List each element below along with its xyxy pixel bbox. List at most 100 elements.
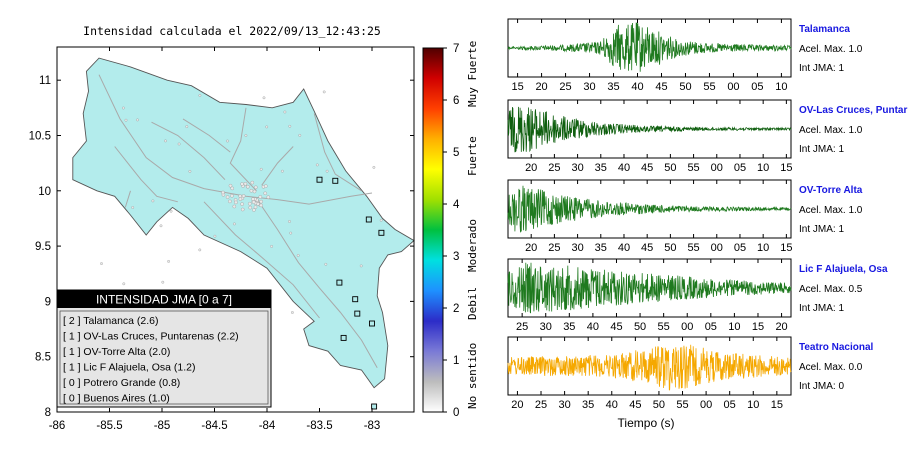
- max-acceleration: Acel. Max. 0.0: [799, 362, 863, 373]
- y-tick-label: 8.5: [35, 352, 51, 364]
- time-tick-label: 30: [571, 162, 583, 174]
- max-acceleration: Acel. Max. 1.0: [799, 205, 863, 216]
- town-marker: [240, 207, 245, 212]
- station-name: Talamanca: [799, 24, 850, 35]
- time-tick-label: 35: [563, 321, 575, 333]
- town-marker: [243, 181, 248, 186]
- town-marker: [324, 262, 328, 266]
- town-marker: [100, 262, 103, 265]
- time-tick-label: 55: [676, 399, 688, 411]
- town-marker: [258, 195, 263, 199]
- town-marker: [266, 195, 271, 199]
- town-marker: [251, 200, 256, 204]
- legend-item: [ 2 ] Talamanca (2.6): [63, 315, 159, 327]
- legend-title: INTENSIDAD JMA [0 a 7]: [96, 293, 232, 307]
- colorbar-label-fuerte: Fuerte: [466, 136, 479, 176]
- time-tick-label: 20: [535, 81, 547, 93]
- time-tick-label: 35: [607, 81, 619, 93]
- time-tick-label: 20: [775, 321, 787, 333]
- town-marker: [259, 203, 263, 208]
- town-marker: [247, 201, 252, 206]
- waveform-panel: 20 25 30 35 40 45 50 55 00 05 10 15 OV-Las Cruces, P…: [507, 99, 907, 174]
- legend-item: [ 0 ] Buenos Aires (1.0): [63, 393, 170, 405]
- road: [151, 121, 226, 181]
- town-marker: [259, 167, 263, 171]
- x-tick-label: -83: [364, 420, 381, 432]
- road: [98, 74, 373, 205]
- town-marker: [265, 125, 269, 129]
- time-tick-label: 25: [548, 162, 560, 174]
- panel-frame: [507, 179, 792, 239]
- town-marker: [228, 183, 233, 188]
- time-tick-label: 50: [653, 399, 665, 411]
- road: [313, 113, 362, 192]
- jma-intensity: Int JMA: 1: [799, 224, 844, 235]
- waveform-trace: [507, 22, 792, 72]
- town-marker: [240, 202, 244, 206]
- colorbar-gradient: [422, 47, 444, 413]
- time-tick-label: 10: [728, 321, 740, 333]
- time-tick-label: 30: [583, 81, 595, 93]
- town-marker: [250, 180, 255, 185]
- panel-frame: [507, 336, 792, 396]
- time-tick-label: 00: [700, 399, 712, 411]
- road: [114, 146, 178, 203]
- town-marker: [259, 199, 263, 204]
- time-tick-label: 10: [757, 242, 769, 254]
- time-tick-label: 55: [703, 81, 715, 93]
- station-marker: [316, 176, 323, 183]
- time-tick-label: 55: [687, 162, 699, 174]
- town-marker: [298, 133, 302, 137]
- station-name: Lic F Alajuela, Osa: [799, 264, 888, 275]
- time-tick-label: 05: [734, 242, 746, 254]
- town-marker: [270, 244, 273, 248]
- station-marker: [332, 177, 339, 184]
- time-tick-label: 50: [664, 242, 676, 254]
- town-marker: [322, 90, 326, 94]
- town-marker: [185, 125, 189, 129]
- town-marker: [288, 124, 292, 128]
- time-tick-label: 45: [641, 242, 653, 254]
- town-marker: [232, 204, 237, 209]
- jma-intensity: Int JMA: 0: [799, 381, 844, 392]
- town-marker: [228, 199, 232, 204]
- time-tick-label: 05: [751, 81, 763, 93]
- town-marker: [251, 197, 255, 201]
- colorbar-label-muy-fuerte: Muy Fuerte: [466, 41, 479, 107]
- town-marker: [226, 139, 229, 143]
- town-marker: [252, 208, 256, 212]
- legend-item: [ 1 ] OV-Torre Alta (2.0): [63, 346, 170, 358]
- colorbar-label-no-sentido: No sentido: [466, 343, 479, 409]
- x-tick-label: -84: [259, 420, 276, 432]
- legend-box: [56, 289, 272, 408]
- time-tick-label: 35: [595, 162, 607, 174]
- time-tick-label: 10: [757, 162, 769, 174]
- town-marker: [213, 234, 217, 238]
- station-marker: [371, 403, 378, 410]
- time-tick-label: 50: [679, 81, 691, 93]
- waveform-trace: [507, 106, 792, 153]
- station-name: Teatro Nacional: [799, 342, 873, 353]
- road: [182, 118, 231, 153]
- town-marker: [169, 209, 173, 213]
- map-title: Intensidad calculada el 2022/09/13_12:43…: [83, 24, 381, 38]
- x-tick-label: -85.5: [96, 420, 122, 432]
- time-tick-label: 40: [587, 321, 599, 333]
- town-marker: [244, 134, 248, 137]
- town-marker: [263, 184, 268, 188]
- legend-inner-frame: [59, 310, 269, 405]
- road: [256, 198, 378, 369]
- colorbar-tick-label: 1: [453, 355, 459, 367]
- time-tick-label: 15: [511, 81, 523, 93]
- road: [203, 201, 320, 319]
- town-marker: [167, 259, 171, 263]
- town-marker: [221, 190, 225, 195]
- waveform-trace: [507, 185, 792, 233]
- time-tick-label: 15: [780, 242, 792, 254]
- time-tick-label: 30: [571, 242, 583, 254]
- time-tick-label: 30: [540, 321, 552, 333]
- time-tick-label: 55: [658, 321, 670, 333]
- town-marker: [188, 169, 192, 173]
- time-axis-label: Tiempo (s): [618, 416, 675, 430]
- town-marker: [289, 231, 293, 235]
